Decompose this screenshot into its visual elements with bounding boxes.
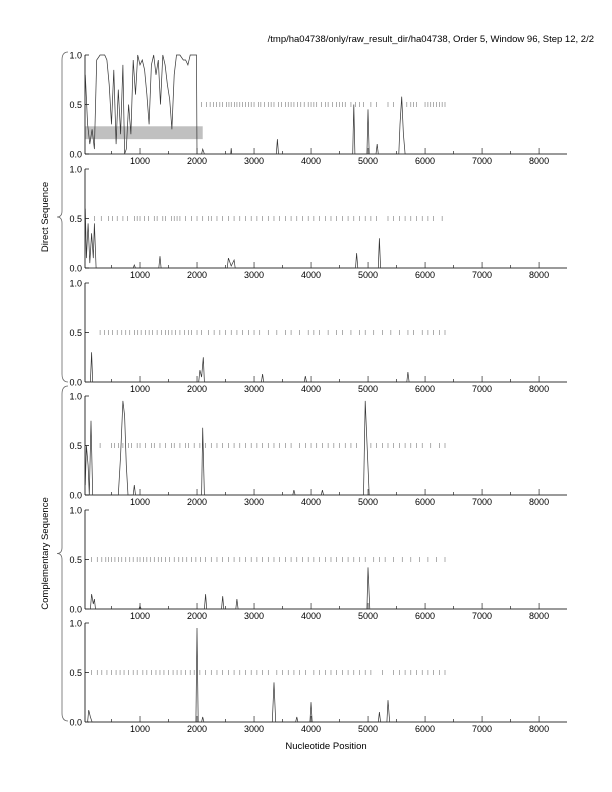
x-tick-label: 4000	[301, 611, 321, 621]
x-tick-label: 2000	[187, 497, 207, 507]
x-tick-label: 5000	[358, 156, 378, 166]
x-tick-label: 6000	[415, 270, 435, 280]
x-tick-label: 7000	[472, 156, 492, 166]
x-tick-label: 8000	[529, 156, 549, 166]
x-tick-label: 6000	[415, 724, 435, 734]
panel-6: 0.0 0.5 1.0 1000 2000 3000 4000 5000 6000 7000 800…	[69, 619, 567, 734]
x-tick-label: 8000	[529, 384, 549, 394]
x-tick-label: 2000	[187, 156, 207, 166]
x-tick-label: 3000	[244, 497, 264, 507]
series-line	[85, 352, 567, 383]
group-label: Complementary Sequence	[40, 497, 51, 609]
series-line	[85, 627, 567, 723]
x-tick-label: 6000	[415, 497, 435, 507]
x-tick-label: 4000	[301, 270, 321, 280]
panel-4: 0.0 0.5 1.0 1000 2000 3000 4000 5000 6000 7000 800…	[69, 392, 567, 507]
panel-5: 0.0 0.5 1.0 1000 2000 3000 4000 5000 6000 7000 800…	[69, 506, 567, 621]
y-tick-label: 0.0	[69, 491, 82, 501]
x-tick-label: 3000	[244, 724, 264, 734]
y-tick-label: 0.0	[69, 264, 82, 274]
y-tick-label: 0.0	[69, 718, 82, 728]
x-tick-label: 3000	[244, 384, 264, 394]
x-tick-label: 1000	[130, 270, 150, 280]
y-tick-label: 1.0	[69, 165, 82, 175]
x-tick-label: 7000	[472, 724, 492, 734]
y-tick-label: 1.0	[69, 51, 82, 61]
series-line	[84, 400, 567, 496]
x-tick-label: 7000	[472, 611, 492, 621]
y-tick-label: 0.5	[69, 441, 82, 451]
x-tick-label: 1000	[130, 156, 150, 166]
y-tick-label: 0.5	[69, 555, 82, 565]
y-tick-label: 0.5	[69, 100, 82, 110]
x-tick-label: 3000	[244, 611, 264, 621]
panel-1: 0.0 0.5 1.0 1000 2000 3000 4000 5000 6000 7000 800…	[69, 51, 567, 166]
x-tick-label: 7000	[472, 270, 492, 280]
x-tick-label: 2000	[187, 611, 207, 621]
series-line	[85, 567, 567, 610]
y-tick-label: 1.0	[69, 506, 82, 516]
y-tick-label: 0.5	[69, 214, 82, 224]
group-brace	[56, 385, 69, 722]
x-tick-label: 5000	[358, 270, 378, 280]
x-tick-label: 4000	[301, 384, 321, 394]
x-tick-label: 5000	[358, 497, 378, 507]
group-brace	[56, 51, 69, 383]
y-tick-label: 0.0	[69, 378, 82, 388]
x-tick-label: 8000	[529, 497, 549, 507]
x-tick-label: 1000	[130, 724, 150, 734]
x-tick-label: 7000	[472, 497, 492, 507]
x-tick-label: 2000	[187, 384, 207, 394]
x-tick-label: 5000	[358, 611, 378, 621]
x-tick-label: 6000	[415, 384, 435, 394]
x-tick-label: 3000	[244, 270, 264, 280]
y-tick-label: 0.0	[69, 605, 82, 615]
y-tick-label: 0.5	[69, 328, 82, 338]
x-tick-label: 4000	[301, 156, 321, 166]
x-tick-label: 5000	[358, 384, 378, 394]
x-tick-label: 2000	[187, 724, 207, 734]
chart-title: /tmp/ha04738/only/raw_result_dir/ha04738…	[267, 34, 594, 45]
x-tick-label: 1000	[130, 497, 150, 507]
x-tick-label: 7000	[472, 384, 492, 394]
panel-2: 0.0 0.5 1.0 1000 2000 3000 4000 5000 6000 7000 800…	[69, 165, 567, 280]
group-label: Direct Sequence	[40, 182, 51, 252]
y-tick-label: 1.0	[69, 392, 82, 402]
x-tick-label: 8000	[529, 724, 549, 734]
x-tick-label: 1000	[130, 611, 150, 621]
y-tick-label: 1.0	[69, 619, 82, 629]
x-tick-label: 4000	[301, 497, 321, 507]
x-tick-label: 5000	[358, 724, 378, 734]
highlight-band	[85, 126, 203, 140]
x-tick-label: 6000	[415, 611, 435, 621]
y-tick-label: 0.5	[69, 668, 82, 678]
x-tick-label: 1000	[130, 384, 150, 394]
series-line	[84, 54, 567, 155]
x-tick-label: 6000	[415, 156, 435, 166]
x-tick-label: 3000	[244, 156, 264, 166]
y-tick-label: 1.0	[69, 279, 82, 289]
panel-3: 0.0 0.5 1.0 1000 2000 3000 4000 5000 6000 7000 800…	[69, 279, 567, 394]
x-axis-label: Nucleotide Position	[285, 741, 367, 752]
x-tick-label: 2000	[187, 270, 207, 280]
x-tick-label: 8000	[529, 611, 549, 621]
series-line	[84, 208, 567, 269]
y-tick-label: 0.0	[69, 150, 82, 160]
x-tick-label: 8000	[529, 270, 549, 280]
x-tick-label: 4000	[301, 724, 321, 734]
